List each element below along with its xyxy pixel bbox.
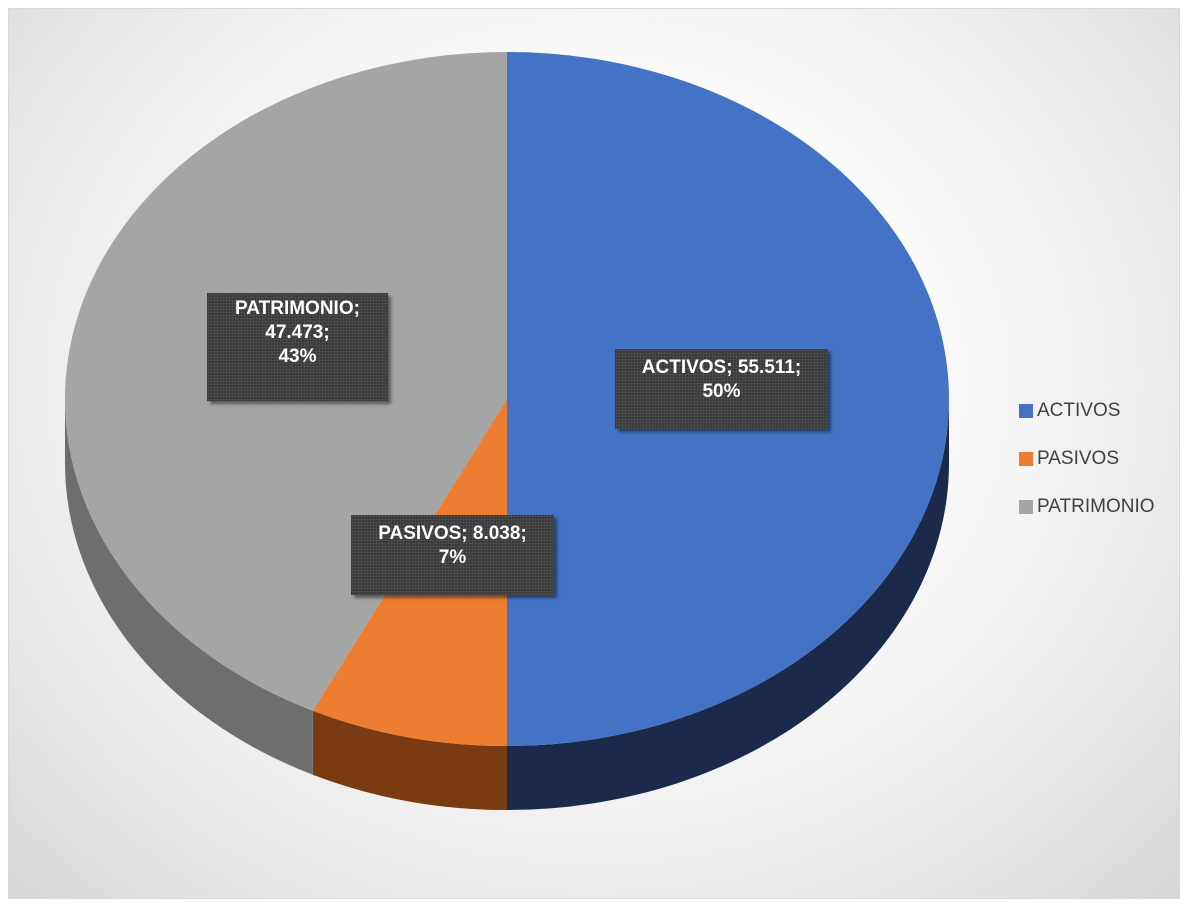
legend: ACTIVOS PASIVOS PATRIMONIO xyxy=(1019,399,1179,543)
data-label-pasivos-percent: 7% xyxy=(438,547,467,568)
data-label-activos-value: 55.511 xyxy=(737,357,795,378)
data-label-activos-name: ACTIVOS xyxy=(641,357,727,378)
data-label-patrimonio-value: 47.473 xyxy=(265,322,324,343)
legend-swatch-pasivos xyxy=(1019,452,1033,466)
pie-side-patrimonio xyxy=(65,399,313,775)
legend-item-patrimonio: PATRIMONIO xyxy=(1019,495,1179,519)
data-label-pasivos: PASIVOS; 8.038; 7% xyxy=(351,515,554,595)
legend-label-activos: ACTIVOS xyxy=(1037,400,1121,421)
data-label-pasivos-value: 8.038 xyxy=(472,523,521,544)
chart-area: PATRIMONIO; 47.473; 43% ACTIVOS; 55.511;… xyxy=(8,8,1180,899)
data-label-pasivos-name: PASIVOS xyxy=(378,523,462,544)
legend-item-pasivos: PASIVOS xyxy=(1019,447,1179,471)
data-label-patrimonio: PATRIMONIO; 47.473; 43% xyxy=(207,293,388,401)
data-label-patrimonio-percent: 43% xyxy=(278,346,317,367)
legend-label-patrimonio: PATRIMONIO xyxy=(1037,496,1155,517)
legend-swatch-activos xyxy=(1019,404,1033,418)
legend-item-activos: ACTIVOS xyxy=(1019,399,1179,423)
data-label-patrimonio-name: PATRIMONIO xyxy=(235,298,354,319)
pie-side-walls xyxy=(65,399,949,810)
data-label-activos: ACTIVOS; 55.511; 50% xyxy=(615,349,828,429)
legend-swatch-patrimonio xyxy=(1019,500,1033,514)
data-label-activos-percent: 50% xyxy=(702,381,741,402)
pie-side-pasivos xyxy=(312,710,507,810)
pie-side-activos xyxy=(507,399,949,810)
pie-chart xyxy=(64,52,949,810)
legend-label-pasivos: PASIVOS xyxy=(1037,448,1120,469)
